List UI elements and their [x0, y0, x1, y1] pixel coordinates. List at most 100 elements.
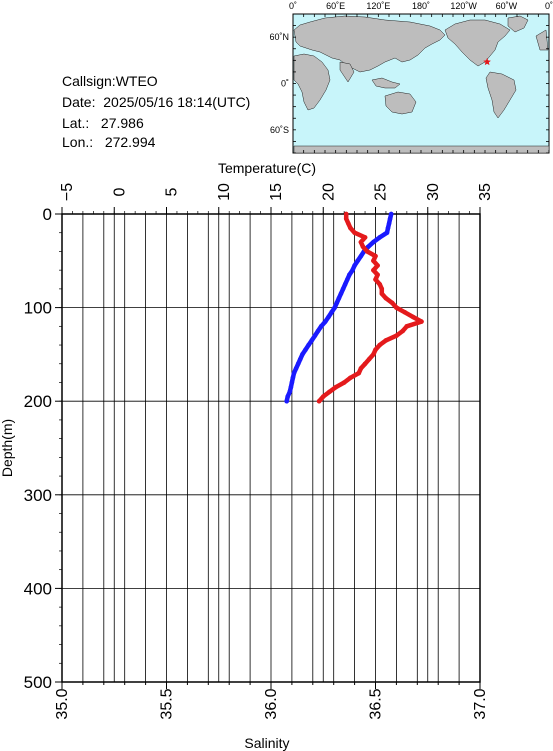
salinity-data-point: [321, 394, 326, 399]
axis-ticks: [55, 207, 481, 689]
map-lat-tick-label: 60˚N: [269, 32, 289, 42]
temperature-data-point: [287, 389, 293, 395]
temperature-tick-label: 30: [425, 183, 442, 201]
se-asia-islands: [371, 77, 401, 89]
temperature-data-point: [329, 310, 334, 315]
temperature-tick-labels: −5 0 5 10 15 20 25 30 35: [59, 183, 494, 201]
salinity-data-point: [362, 361, 368, 367]
map-lon-tick-label: 0˚: [545, 1, 553, 11]
temperature-data-point: [377, 235, 383, 240]
temperature-data-point: [289, 380, 295, 385]
salinity-data-point: [343, 211, 349, 217]
temperature-data-point: [285, 394, 291, 399]
salinity-data-point: [379, 286, 385, 292]
temperature-data-point: [315, 328, 321, 334]
depth-tick-label: 100: [24, 299, 52, 318]
salinity-data-point: [419, 319, 424, 324]
temperature-tick-label: 35: [477, 183, 494, 201]
meta-callsign: Callsign:WTEO: [62, 72, 158, 90]
map-lat-tick-label: 0˚: [281, 79, 289, 89]
temperature-data-point: [303, 347, 308, 353]
salinity-data-point: [389, 300, 395, 306]
salinity-data-point: [358, 366, 364, 371]
salinity-tick-label: 37.0: [472, 688, 489, 719]
salinity-data-point: [375, 272, 380, 278]
temperature-data-point: [298, 356, 303, 362]
salinity-data-point: [348, 375, 353, 381]
map-landmasses: [293, 15, 550, 154]
salinity-data-point: [364, 249, 370, 254]
map-lat-tick-label: 60˚S: [270, 125, 289, 135]
map-lon-tick-label: 0˚: [289, 1, 297, 11]
salinity-data-point: [394, 333, 399, 339]
salinity-data-point: [343, 216, 349, 221]
temperature-data-point: [345, 277, 350, 282]
salinity-tick-labels: 35.0 35.5 36.0 36.5 37.0: [54, 688, 489, 719]
map-latitude-labels: 60˚N 0˚ 60˚S: [269, 32, 289, 135]
temperature-tick-label: 25: [373, 183, 390, 201]
salinity-data-point: [383, 295, 389, 301]
temperature-tick-label: 5: [164, 187, 181, 196]
temperature-data-point: [312, 333, 318, 339]
temperature-data-point: [323, 319, 328, 324]
salinity-data-point: [327, 389, 332, 395]
salinity-data-point: [333, 384, 339, 390]
salinity-data-point: [360, 244, 366, 250]
map-lon-tick-label: 180˚: [412, 1, 430, 11]
temperature-data-point: [350, 267, 355, 273]
salinity-data-point: [383, 338, 389, 343]
date-label: Date:: [62, 94, 96, 110]
salinity-data-point: [377, 281, 383, 287]
temperature-data-point: [371, 239, 376, 245]
callsign-label: Callsign:: [62, 73, 116, 89]
depth-tick-labels: 0 100 200 300 400 500: [24, 205, 52, 692]
temperature-data-point: [342, 281, 348, 287]
temperature-data-point: [309, 338, 315, 343]
greenland-landmass: [507, 15, 529, 33]
salinity-data-point: [371, 258, 376, 264]
meta-latitude: Lat.: 27.986: [62, 114, 144, 132]
map-lon-tick-label: 60˚W: [496, 1, 518, 11]
temperature-data-point: [290, 375, 296, 381]
temperature-data-point: [385, 225, 391, 231]
lat-value: 27.986: [100, 115, 144, 131]
temperature-data-point: [365, 244, 371, 250]
temperature-data-point: [284, 398, 290, 404]
salinity-data-point: [316, 398, 322, 404]
temperature-tick-label: 0: [111, 187, 128, 196]
chart-grid: [61, 213, 481, 683]
north-america-landmass: [444, 19, 511, 67]
temperature-data-point: [293, 366, 299, 371]
map-longitude-labels: 0˚ 60˚E 120˚E 180˚ 120˚W 60˚W 0˚: [289, 1, 553, 11]
salinity-tick-label: 36.5: [368, 688, 385, 719]
temperature-data-point: [295, 361, 301, 367]
temperature-data-point: [306, 342, 311, 348]
salinity-data-point: [352, 230, 357, 235]
temperature-data-point: [318, 324, 324, 329]
temperature-data-point: [326, 314, 331, 320]
salinity-tick-label: 35.0: [54, 688, 71, 719]
salinity-data-point: [400, 328, 406, 334]
europe-west-landmass: [535, 29, 549, 51]
salinity-data-point: [362, 235, 368, 240]
salinity-data-point: [341, 380, 347, 385]
location-map: 0˚ 60˚E 120˚E 180˚ 120˚W 60˚W 0˚ 60˚N 0˚ 60˚S: [269, 1, 553, 154]
temperature-data-point: [340, 286, 346, 292]
temperature-tick-label: 10: [216, 183, 233, 201]
india-landmass: [339, 61, 355, 83]
depth-tick-label: 400: [24, 579, 52, 598]
salinity-data-point: [373, 253, 378, 259]
salinity-data-point: [379, 291, 385, 296]
salinity-tick-label: 35.5: [159, 688, 176, 719]
temperature-data-point: [336, 295, 342, 301]
salinity-data-point: [358, 239, 364, 245]
y-axis-title: Depth(m): [0, 419, 15, 477]
africa-landmass: [293, 53, 331, 111]
salinity-data-point: [346, 221, 351, 226]
salinity-tick-label: 36.0: [263, 688, 280, 719]
depth-tick-label: 300: [24, 486, 52, 505]
salinity-data-point: [410, 314, 416, 320]
x-axis-bottom-title: Salinity: [244, 735, 289, 751]
lon-label: Lon.:: [62, 134, 94, 150]
